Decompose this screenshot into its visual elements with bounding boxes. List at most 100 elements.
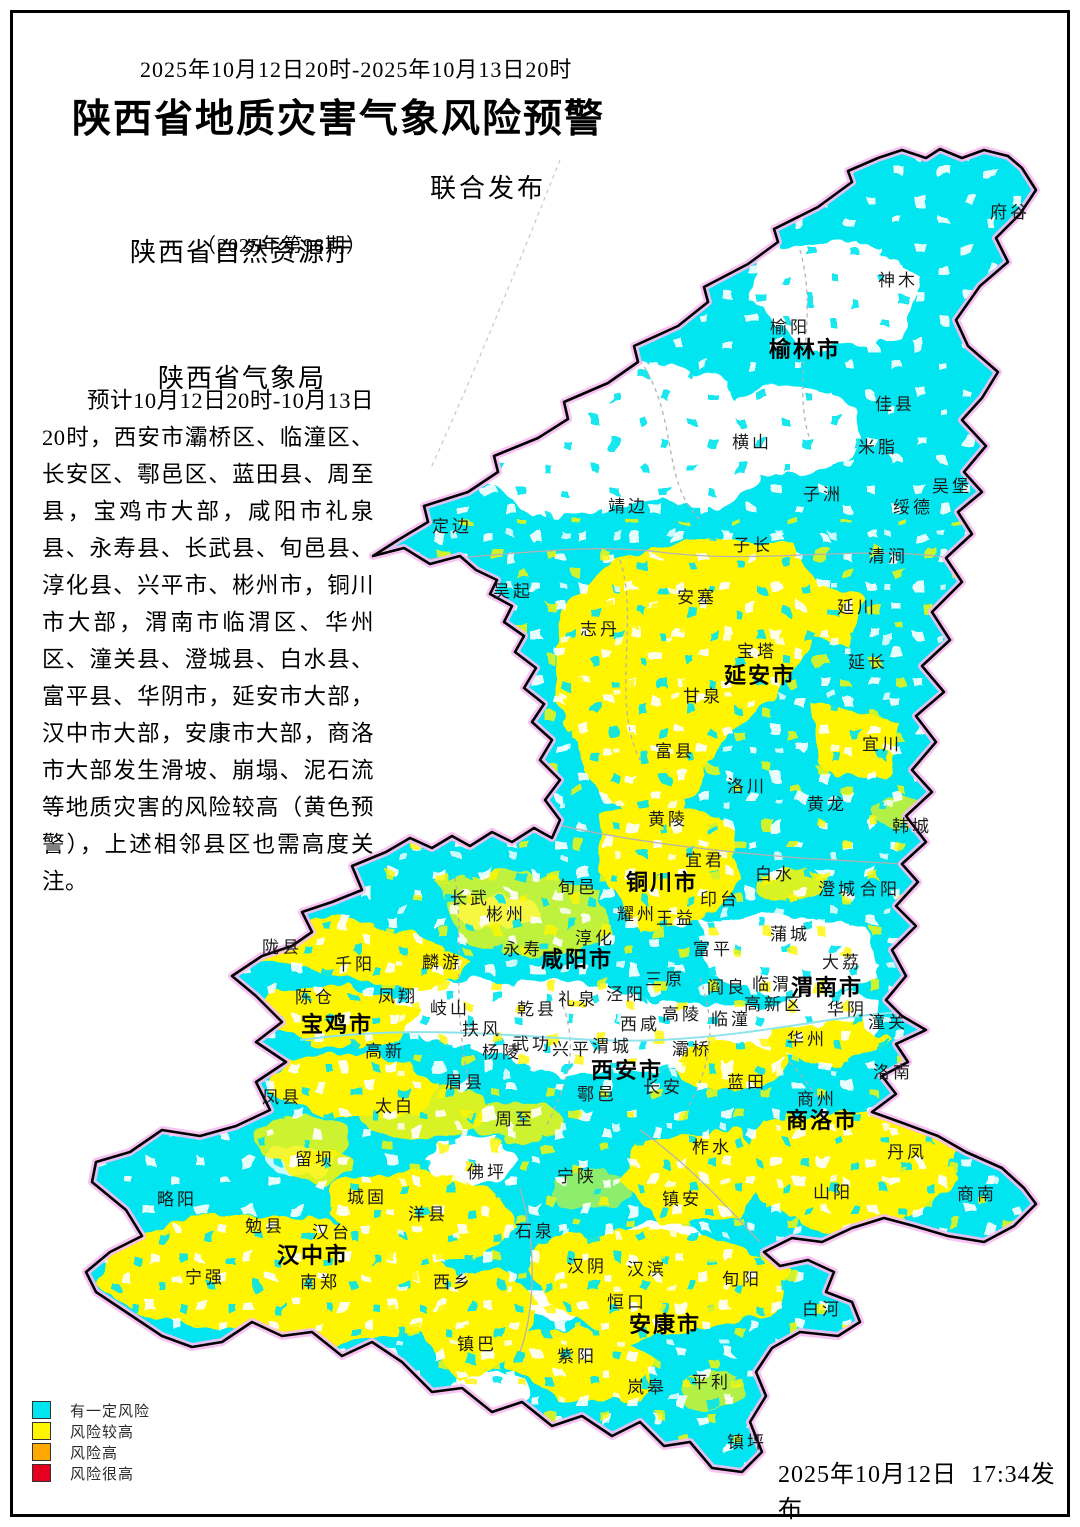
map-county-label: 佛坪: [467, 1163, 507, 1182]
legend-item: 风险很高: [32, 1464, 150, 1483]
map-county-label: 华州: [787, 1030, 827, 1049]
map-county-label: 黄陵: [648, 810, 688, 829]
map-county-label: 千阳: [335, 955, 375, 974]
map-county-label: 蓝田: [727, 1073, 767, 1092]
map-county-label: 绥德: [893, 498, 933, 517]
map-county-label: 洋县: [408, 1205, 448, 1224]
map-county-label: 三原: [645, 970, 685, 989]
map-county-label: 西咸: [620, 1015, 660, 1034]
legend-label: 风险较高: [70, 1423, 135, 1441]
map-county-label: 乾县: [517, 1000, 557, 1019]
map-county-label: 甘泉: [683, 687, 723, 706]
province-border: [82, 145, 1040, 1476]
map-county-label: 石泉: [515, 1222, 555, 1241]
legend-label: 有一定风险: [70, 1402, 151, 1420]
joint-release-label: 联合发布: [430, 174, 547, 203]
map-county-label: 潼关: [868, 1013, 908, 1032]
map-county-label: 泾阳: [606, 985, 646, 1004]
issuer-block: 陕西省自然资源厅 陕西省气象局: [112, 148, 372, 484]
map-county-label: 兴平: [552, 1040, 592, 1059]
map-county-label: 子洲: [803, 485, 843, 504]
map-county-label: 渭城: [592, 1037, 632, 1056]
map-county-label: 高新区: [744, 995, 804, 1014]
map-county-label: 王益: [656, 909, 696, 928]
map-county-label: 扶风: [462, 1020, 502, 1039]
map-county-label: 横山: [732, 433, 772, 452]
legend-swatch: [32, 1422, 51, 1440]
map-county-label: 米脂: [858, 438, 898, 457]
map-county-label: 陈仓: [295, 988, 335, 1007]
map-county-label: 吴起: [493, 582, 533, 601]
map-county-label: 耀州: [617, 905, 657, 924]
map-county-label: 临渭: [752, 975, 792, 994]
map-county-label: 富县: [655, 742, 695, 761]
map-county-label: 定边: [432, 517, 472, 536]
legend: 有一定风险风险较高风险高风险很高: [32, 1401, 151, 1486]
legend-item: 风险高: [32, 1443, 150, 1462]
map-county-label: 南郑: [300, 1273, 340, 1292]
map-county-label: 永寿: [503, 940, 543, 959]
map-county-label: 太白: [375, 1097, 415, 1116]
map-county-label: 澄城: [818, 880, 858, 899]
map-county-label: 清涧: [868, 547, 908, 566]
map-county-label: 山阳: [813, 1183, 853, 1202]
map-county-label: 宜川: [862, 735, 902, 754]
map-county-label: 安塞: [677, 588, 717, 607]
map-county-label: 汉阴: [567, 1257, 607, 1276]
map-county-label: 黄龙: [807, 795, 847, 814]
map-county-label: 西乡: [433, 1273, 473, 1292]
admin-boundary-lines: [372, 249, 946, 1353]
legend-swatch: [32, 1401, 51, 1419]
map-county-label: 灞桥: [672, 1040, 712, 1059]
legend-label: 风险高: [70, 1444, 119, 1462]
map-county-label: 平利: [691, 1373, 731, 1392]
legend-swatch: [32, 1443, 51, 1461]
map-county-label: 洛川: [727, 777, 767, 796]
map-county-label: 城固: [347, 1188, 387, 1207]
map-county-label: 高新: [365, 1042, 405, 1061]
map-county-label: 凤县: [262, 1088, 302, 1107]
map-city-label: 榆林市: [769, 337, 841, 362]
map-county-label: 府谷: [990, 203, 1030, 222]
map-county-label: 韩城: [892, 817, 932, 836]
map-county-label: 麟游: [422, 953, 462, 972]
map-county-label: 富平: [693, 940, 733, 959]
map-county-label: 高陵: [662, 1005, 702, 1024]
map-county-label: 宜君: [685, 851, 725, 870]
map-county-label: 凤翔: [378, 987, 418, 1006]
map-county-label: 靖边: [608, 497, 648, 516]
map-county-label: 子长: [733, 536, 773, 555]
map-county-label: 蒲城: [770, 925, 810, 944]
map-county-label: 鄠邑: [577, 1085, 617, 1104]
map-county-label: 志丹: [580, 620, 620, 639]
map-county-label: 略阳: [157, 1190, 197, 1209]
map-county-label: 镇安: [662, 1190, 702, 1209]
map-city-label: 安康市: [629, 1312, 701, 1337]
map-county-label: 汉滨: [627, 1260, 667, 1279]
map-county-label: 延长: [848, 653, 888, 672]
map-county-label: 佳县: [875, 395, 915, 414]
map-county-label: 恒口: [607, 1293, 647, 1312]
map-county-label: 商南: [957, 1185, 997, 1204]
map-county-label: 长武: [450, 889, 490, 908]
map-county-label: 武功: [512, 1035, 552, 1054]
map-county-label: 商州: [797, 1090, 837, 1109]
map-county-label: 柞水: [692, 1138, 732, 1157]
map-county-label: 旬阳: [722, 1270, 762, 1289]
map-county-label: 淳化: [575, 929, 615, 948]
map-county-label: 眉县: [445, 1073, 485, 1092]
map-county-label: 杨陵: [482, 1043, 522, 1062]
map-city-label: 渭南市: [791, 975, 863, 1000]
map-county-label: 合阳: [860, 880, 900, 899]
validity-period: 2025年10月12日20时-2025年10月13日20时: [140, 57, 573, 82]
map-county-label: 周至: [495, 1110, 535, 1129]
map-city-label: 延安市: [723, 663, 796, 688]
map-county-label: 旬邑: [558, 878, 598, 897]
map-county-label: 白水: [755, 865, 795, 884]
map-county-label: 礼泉: [558, 990, 598, 1009]
page-title: 陕西省地质灾害气象风险预警: [72, 98, 606, 141]
map-county-label: 紫阳: [557, 1347, 597, 1366]
map-county-label: 勉县: [245, 1217, 285, 1236]
map-county-label: 陇县: [262, 938, 302, 957]
issuer-natural-resources: 陕西省自然资源厅: [129, 238, 354, 267]
